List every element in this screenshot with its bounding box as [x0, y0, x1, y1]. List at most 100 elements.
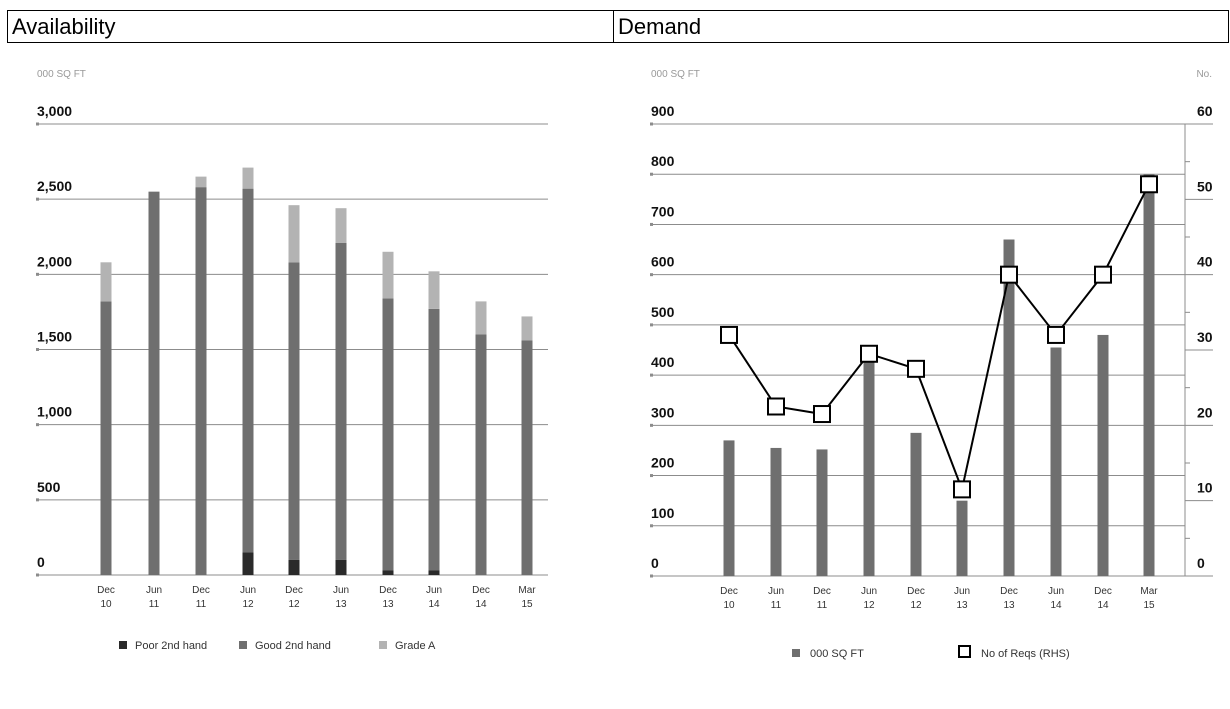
availability-xtick-label: 11 [196, 599, 207, 610]
availability-ytick-label: 3,000 [37, 103, 72, 119]
demand-xtick-label: Jun [768, 586, 784, 597]
demand-unit-label: 000 SQ FT [651, 69, 700, 80]
availability-xtick-label: Dec [472, 585, 490, 596]
availability-xtick-label: Jun [240, 585, 256, 596]
demand-bar [724, 440, 735, 576]
demand-tick-mark [650, 575, 653, 578]
availability-tick-mark [36, 574, 39, 577]
demand-requests-marker [768, 399, 784, 415]
availability-bar-segment [196, 187, 207, 575]
demand-xtick-label: Dec [1094, 586, 1112, 597]
demand-xtick-label: 14 [1097, 600, 1109, 611]
availability-xtick-label: 13 [335, 599, 347, 610]
demand-ytick-label: 0 [651, 555, 659, 571]
demand-tick-mark [650, 123, 653, 126]
availability-bar-segment [196, 177, 207, 188]
demand-xtick-label: Jun [1048, 586, 1064, 597]
demand-requests-marker [861, 346, 877, 362]
demand-ytick-label: 100 [651, 505, 675, 521]
availability-bar-segment [429, 309, 440, 571]
availability-bar-segment [149, 192, 160, 575]
demand-requests-line [729, 184, 1149, 489]
availability-xtick-label: 14 [428, 599, 440, 610]
availability-tick-mark [36, 198, 39, 201]
availability-tick-mark [36, 498, 39, 501]
demand-rhs-ytick-label: 30 [1197, 329, 1213, 345]
demand-tick-mark [650, 524, 653, 527]
demand-tick-mark [650, 374, 653, 377]
availability-legend-label: Grade A [395, 640, 436, 652]
demand-rhs-ytick-label: 10 [1197, 480, 1213, 496]
demand-ytick-label: 900 [651, 103, 675, 119]
availability-ytick-label: 1,500 [37, 329, 72, 345]
demand-rhs-ytick-label: 50 [1197, 178, 1213, 194]
availability-bar-segment [383, 570, 394, 575]
demand-xtick-label: Dec [1000, 586, 1018, 597]
demand-xtick-label: 15 [1143, 600, 1155, 611]
demand-requests-marker [954, 481, 970, 497]
demand-bar [1098, 335, 1109, 576]
availability-bar-segment [476, 334, 487, 575]
availability-legend-label: Poor 2nd hand [135, 640, 207, 652]
demand-tick-mark [650, 474, 653, 477]
demand-requests-marker [721, 327, 737, 343]
demand-legend-line-swatch [959, 646, 970, 657]
availability-xtick-label: 12 [242, 599, 254, 610]
availability-legend-label: Good 2nd hand [255, 640, 331, 652]
demand-ytick-label: 800 [651, 153, 675, 169]
demand-bar [864, 358, 875, 576]
demand-ytick-label: 200 [651, 455, 675, 471]
demand-tick-mark [650, 273, 653, 276]
availability-ytick-label: 2,000 [37, 253, 72, 269]
demand-xtick-label: 11 [771, 600, 782, 611]
availability-bar-segment [522, 316, 533, 340]
availability-bar-segment [101, 262, 112, 301]
availability-ytick-label: 500 [37, 479, 61, 495]
demand-rhs-ytick-label: 40 [1197, 254, 1213, 270]
demand-xtick-label: Jun [954, 586, 970, 597]
availability-bar-segment [243, 168, 254, 189]
availability-xtick-label: Dec [285, 585, 303, 596]
availability-xtick-label: 12 [288, 599, 300, 610]
demand-ytick-label: 600 [651, 254, 675, 270]
demand-bar [911, 433, 922, 576]
demand-xtick-label: 10 [723, 600, 735, 611]
demand-bar [957, 501, 968, 576]
availability-ytick-label: 2,500 [37, 178, 72, 194]
availability-xtick-label: Dec [192, 585, 210, 596]
demand-ytick-label: 400 [651, 354, 675, 370]
availability-bar-segment [289, 560, 300, 575]
demand-tick-mark [650, 323, 653, 326]
demand-requests-marker [1001, 267, 1017, 283]
availability-tick-mark [36, 348, 39, 351]
availability-bar-segment [101, 301, 112, 575]
demand-xtick-label: Dec [813, 586, 831, 597]
availability-xtick-label: 13 [382, 599, 394, 610]
availability-bar-segment [336, 560, 347, 575]
demand-xtick-label: 12 [910, 600, 922, 611]
availability-legend-swatch [379, 641, 387, 649]
availability-bar-segment [243, 552, 254, 575]
availability-tick-mark [36, 423, 39, 426]
availability-xtick-label: Jun [146, 585, 162, 596]
demand-xtick-label: Mar [1140, 586, 1158, 597]
demand-xtick-label: Dec [907, 586, 925, 597]
availability-ytick-label: 1,000 [37, 404, 72, 420]
demand-ytick-label: 700 [651, 203, 675, 219]
availability-unit-label: 000 SQ FT [37, 69, 86, 80]
availability-bar-segment [429, 570, 440, 575]
availability-bar-segment [336, 243, 347, 560]
demand-xtick-label: 13 [956, 600, 968, 611]
availability-xtick-label: Jun [333, 585, 349, 596]
availability-legend-swatch [119, 641, 127, 649]
demand-bar [1144, 174, 1155, 576]
availability-bar-segment [383, 252, 394, 299]
availability-bar-segment [429, 271, 440, 309]
availability-legend-swatch [239, 641, 247, 649]
demand-ytick-label: 300 [651, 404, 675, 420]
availability-xtick-label: 10 [100, 599, 112, 610]
demand-rhs-ytick-label: 60 [1197, 103, 1213, 119]
demand-bar [1051, 347, 1062, 576]
availability-bar-segment [289, 262, 300, 560]
